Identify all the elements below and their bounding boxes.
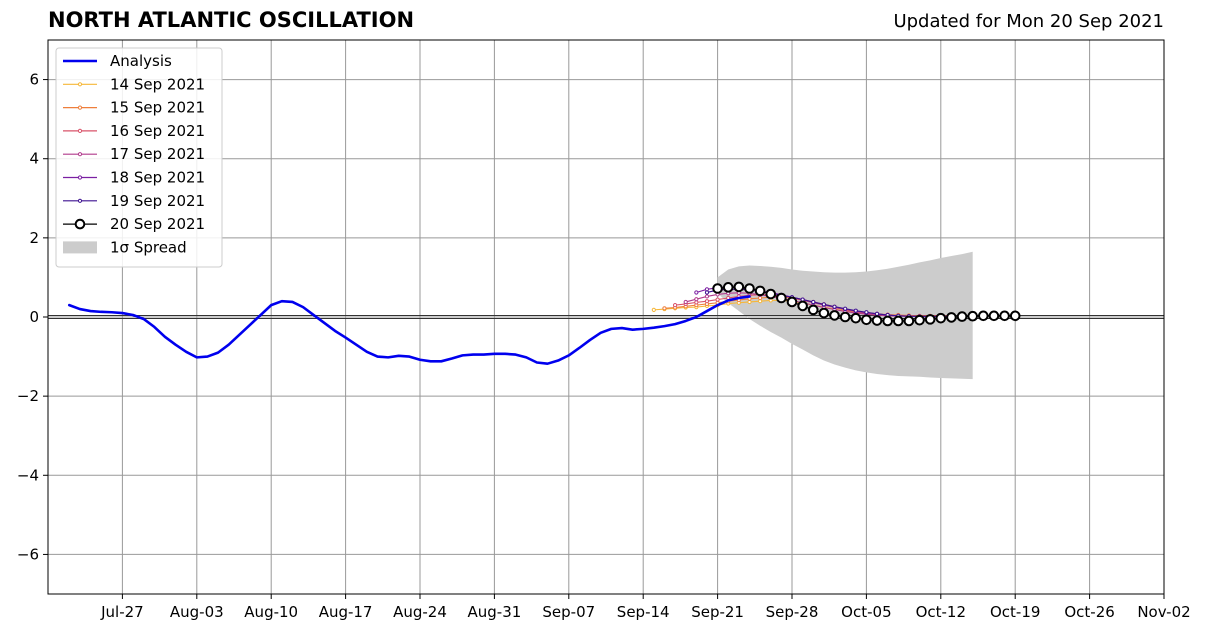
x-tick-label: Oct-26	[1064, 603, 1114, 621]
forecast-point	[924, 314, 936, 325]
forecast-point	[683, 299, 688, 305]
legend-label: 14 Sep 2021	[110, 75, 205, 93]
y-tick-label: 0	[29, 308, 39, 326]
forecast-point	[946, 312, 957, 323]
forecast-point	[874, 311, 880, 316]
legend-label: 1σ Spread	[110, 238, 187, 256]
forecast-point	[704, 299, 710, 304]
forecast-point	[861, 314, 872, 326]
forecast-point	[765, 288, 777, 300]
forecast-point	[733, 281, 745, 293]
forecast-series	[712, 281, 1021, 327]
forecast-point	[914, 314, 925, 326]
chart-title: NORTH ATLANTIC OSCILLATION	[48, 8, 415, 32]
legend-label: 15 Sep 2021	[110, 99, 205, 117]
forecast-point	[818, 307, 830, 319]
y-tick-label: 2	[29, 229, 39, 247]
forecast-point	[744, 283, 755, 294]
forecast-point	[967, 310, 978, 322]
chart-subtitle: Updated for Mon 20 Sep 2021	[893, 11, 1164, 32]
forecast-point	[832, 304, 837, 309]
legend-box	[55, 47, 223, 268]
forecast-point	[704, 290, 710, 295]
x-tick-label: Nov-02	[1137, 603, 1190, 621]
forecast-point	[807, 304, 819, 316]
x-tick-label: Aug-31	[468, 603, 522, 621]
x-tick-label: Oct-19	[990, 603, 1040, 621]
x-tick-label: Aug-17	[319, 603, 373, 621]
x-tick-label: Aug-10	[244, 603, 298, 621]
y-tick-label: −4	[17, 466, 39, 484]
forecast-point	[843, 306, 848, 311]
legend: Analysis 14 Sep 2021 15 Sep 2021 16 Sep 202…	[55, 47, 223, 268]
forecast-point	[1009, 310, 1021, 322]
legend-swatch-marker	[77, 105, 83, 110]
legend-label: 20 Sep 2021	[110, 215, 205, 233]
y-tick-label: −6	[17, 545, 39, 563]
analysis-line	[67, 295, 751, 365]
forecast-point	[797, 300, 808, 312]
legend-label: 18 Sep 2021	[110, 169, 205, 187]
x-tick-label: Oct-05	[841, 603, 891, 621]
series	[67, 281, 1021, 365]
forecast-point	[892, 315, 904, 327]
x-tick-label: Sep-07	[542, 603, 595, 621]
x-tick-label: Jul-27	[100, 603, 144, 621]
forecast-point	[956, 311, 968, 322]
forecast-point	[776, 292, 787, 304]
legend-swatch-marker	[77, 198, 83, 203]
legend-swatch-marker	[77, 175, 83, 180]
forecast-point	[704, 294, 710, 299]
forecast-point	[811, 299, 816, 305]
x-tick-label: Aug-24	[393, 603, 447, 621]
y-tick-label: 4	[29, 150, 39, 168]
forecast-point	[978, 310, 989, 322]
legend-swatch-spread	[63, 241, 97, 254]
legend-label: 16 Sep 2021	[110, 122, 205, 140]
forecast-point	[754, 285, 766, 297]
x-tick-label: Oct-12	[916, 603, 966, 621]
legend-label: 19 Sep 2021	[110, 192, 205, 210]
grid	[48, 40, 1165, 594]
forecast-point	[662, 306, 667, 311]
x-tick-label: Sep-28	[766, 603, 819, 621]
forecast-point	[694, 290, 699, 295]
forecast-point	[786, 296, 798, 308]
forecast-point	[694, 297, 699, 302]
forecast-point	[839, 311, 851, 323]
forecast-point	[871, 315, 883, 326]
legend-swatch-marker	[77, 82, 83, 87]
forecast-point	[715, 297, 720, 302]
y-tick-label: 6	[29, 71, 39, 89]
legend-swatch-marker	[74, 218, 86, 230]
forecast-point	[988, 310, 1000, 322]
axis-ticks: Jul-27 Aug-03 Aug-10 Aug-17 Aug-24 Aug-31 Sep-…	[17, 71, 1191, 621]
x-tick-label: Sep-14	[617, 603, 670, 621]
forecast-point	[853, 308, 858, 313]
legend-label: 17 Sep 2021	[110, 145, 205, 163]
forecast-point	[999, 310, 1010, 322]
forecast-point	[850, 312, 862, 324]
forecast-point	[672, 303, 678, 308]
legend-swatch-marker	[77, 128, 83, 133]
x-tick-label: Aug-03	[170, 603, 224, 621]
y-tick-label: −2	[17, 387, 39, 405]
forecast-point	[864, 310, 869, 315]
forecast-point	[882, 315, 893, 327]
forecast-point	[821, 302, 826, 307]
forecast-point	[722, 282, 734, 293]
forecast-point	[829, 310, 840, 321]
legend-swatch-marker	[77, 152, 83, 157]
forecast-point	[903, 315, 915, 327]
legend-label: Analysis	[110, 52, 172, 70]
forecast-point	[712, 283, 723, 294]
forecast-point	[651, 307, 656, 312]
forecast-point	[935, 312, 947, 324]
x-tick-label: Sep-21	[691, 603, 744, 621]
